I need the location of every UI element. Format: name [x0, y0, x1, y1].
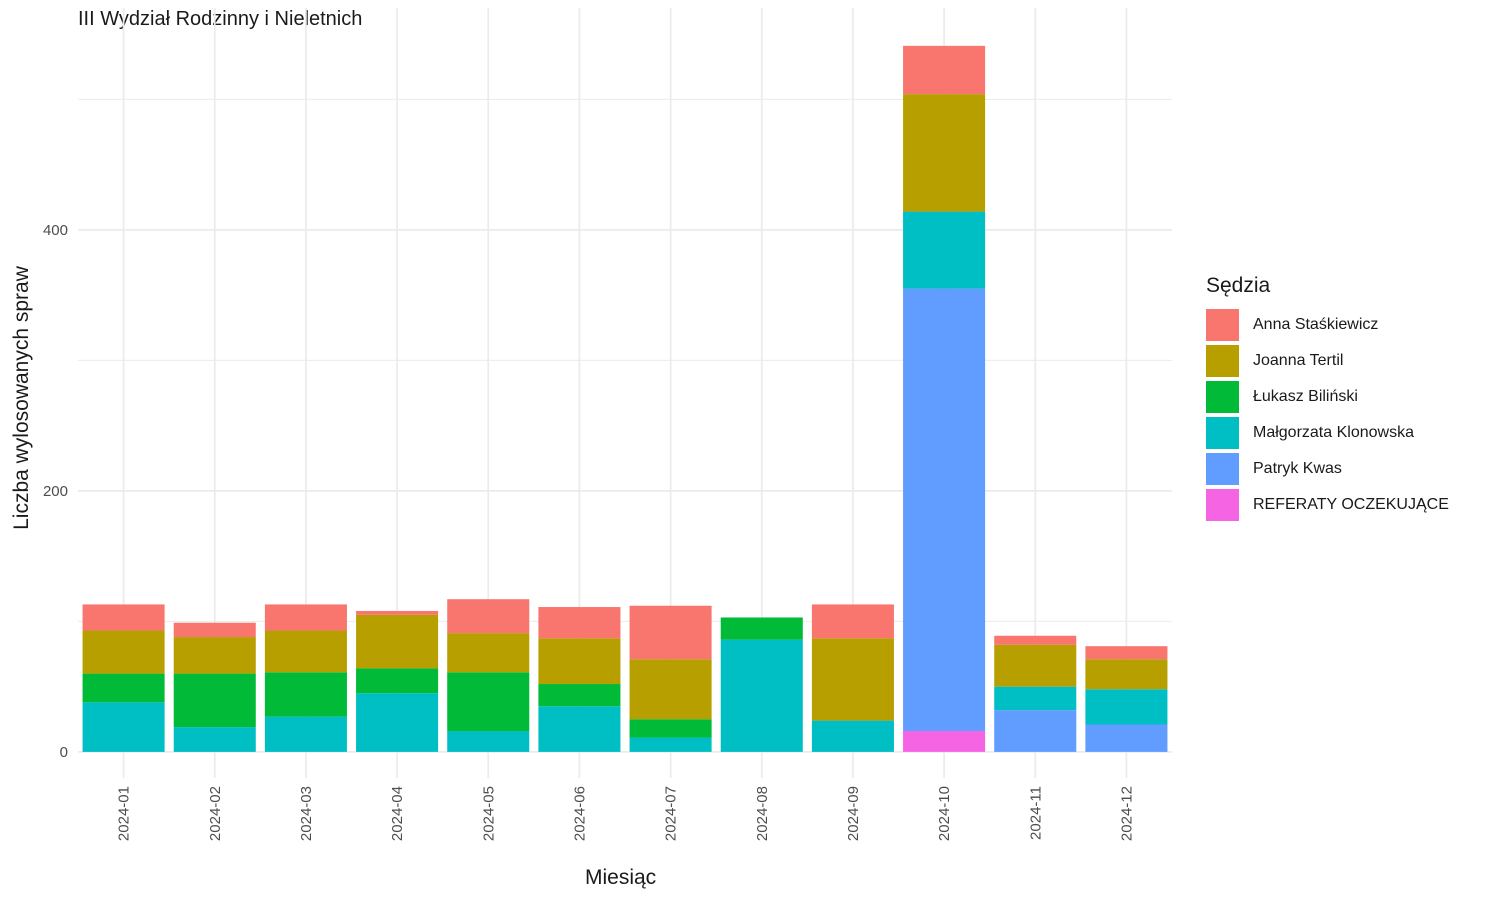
x-tick-label: 2024-02 [207, 786, 224, 841]
bar-segment [264, 630, 347, 673]
legend-label: Łukasz Biliński [1253, 388, 1358, 405]
legend-key [1206, 489, 1239, 521]
bar-segment [356, 614, 439, 669]
x-tick-label: 2024-08 [754, 786, 771, 841]
bar-segment [720, 617, 803, 640]
bar-segment [447, 633, 530, 673]
bar-segment [173, 637, 256, 674]
y-tick-label: 200 [43, 483, 68, 500]
bar-segment [264, 716, 347, 752]
bar-segment [82, 604, 165, 631]
bar-segment [447, 672, 530, 732]
legend-item: Patryk Kwas [1206, 451, 1449, 487]
legend-item: Łukasz Biliński [1206, 379, 1449, 415]
legend-key [1206, 345, 1239, 377]
x-axis-title: Miesiąc [585, 866, 657, 889]
legend-label: REFERATY OCZEKUJĄCE [1253, 496, 1449, 513]
bar-segment [903, 288, 986, 732]
legend-item: Anna Staśkiewicz [1206, 307, 1449, 343]
bar-segment [447, 599, 530, 634]
x-tick-label: 2024-01 [116, 786, 133, 841]
bar-segment [629, 659, 712, 720]
x-tick-label: 2024-03 [298, 786, 315, 841]
legend-key [1206, 453, 1239, 485]
x-tick-label: 2024-11 [1027, 786, 1044, 840]
bar-segment [720, 639, 803, 752]
x-tick-label: 2024-07 [663, 786, 680, 841]
legend-label: Małgorzata Klonowska [1253, 424, 1414, 441]
legend-label: Joanna Tertil [1253, 352, 1344, 369]
bar-segment [1085, 659, 1168, 690]
bar-segment [173, 727, 256, 752]
bar-segment [538, 607, 621, 639]
bar-segment [82, 702, 165, 752]
bar-segment [264, 604, 347, 631]
legend-item: Małgorzata Klonowska [1206, 415, 1449, 451]
x-tick-label: 2024-10 [936, 786, 953, 841]
bar-segment [811, 720, 894, 752]
legend-label: Patryk Kwas [1253, 460, 1342, 477]
bar-segment [538, 706, 621, 752]
bar-segment [1085, 689, 1168, 725]
bar-segment [82, 673, 165, 703]
y-axis-ticks: 0 200 400 [43, 222, 68, 761]
bar-segment [538, 638, 621, 685]
x-tick-label: 2024-05 [480, 786, 497, 841]
bar-segment [811, 638, 894, 721]
bar-segment [82, 630, 165, 674]
x-tick-label: 2024-06 [571, 786, 588, 841]
bar-segment [811, 604, 894, 639]
bar-segment [994, 710, 1077, 752]
x-axis-ticks: 2024-01 2024-02 2024-03 2024-04 2024-05 2024-… [116, 786, 1136, 841]
legend-key [1206, 309, 1239, 341]
bar-segment [903, 94, 986, 212]
legend-items: Anna Staśkiewicz Joanna Tertil Łukasz Bili… [1206, 307, 1449, 523]
legend-key [1206, 417, 1239, 449]
legend-key [1206, 381, 1239, 413]
legend-item: REFERATY OCZEKUJĄCE [1206, 487, 1449, 523]
y-tick-label: 400 [43, 222, 68, 239]
x-tick-label: 2024-04 [389, 786, 406, 841]
bar-segment [903, 731, 986, 752]
legend: Sędzia Anna Staśkiewicz Joanna Tertil Łuka… [1206, 274, 1449, 523]
bar-segment [1085, 724, 1168, 752]
bar-segment [994, 644, 1077, 687]
bar-segment [994, 686, 1077, 711]
bar-segment [173, 673, 256, 728]
bar-segment [356, 668, 439, 694]
bar-segment [629, 737, 712, 752]
bar-segment [629, 605, 712, 660]
x-tick-label: 2024-12 [1118, 786, 1135, 841]
bar-segment [629, 719, 712, 738]
x-tick-label: 2024-09 [845, 786, 862, 841]
bar-segment [903, 211, 986, 289]
y-axis-title: Liczba wylosowanych spraw [10, 266, 33, 530]
legend-item: Joanna Tertil [1206, 343, 1449, 379]
legend-title: Sędzia [1206, 274, 1271, 297]
bar-segment [1085, 646, 1168, 660]
bar-segment [538, 684, 621, 707]
chart-title: III Wydział Rodzinny i Nieletnich [78, 8, 363, 30]
bar-segment [356, 610, 439, 615]
bar-segment [994, 635, 1077, 645]
bar-segment [903, 45, 986, 95]
legend-label: Anna Staśkiewicz [1253, 316, 1379, 333]
y-tick-label: 0 [60, 744, 68, 761]
bar-segment [447, 731, 530, 752]
bar-segment [264, 672, 347, 717]
bars [82, 45, 1168, 752]
bar-segment [356, 693, 439, 752]
bar-segment [173, 622, 256, 638]
